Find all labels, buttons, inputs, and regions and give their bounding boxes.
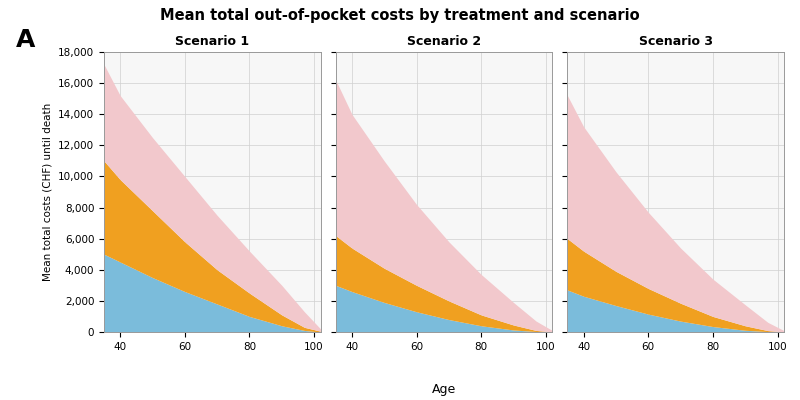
- Title: Scenario 2: Scenario 2: [407, 35, 481, 48]
- Text: Age: Age: [432, 383, 456, 396]
- Text: A: A: [16, 28, 35, 52]
- Title: Scenario 3: Scenario 3: [638, 35, 713, 48]
- Title: Scenario 1: Scenario 1: [175, 35, 250, 48]
- Y-axis label: Mean total costs (CHF) until death: Mean total costs (CHF) until death: [42, 103, 53, 281]
- Text: Mean total out-of-pocket costs by treatment and scenario: Mean total out-of-pocket costs by treatm…: [160, 8, 640, 23]
